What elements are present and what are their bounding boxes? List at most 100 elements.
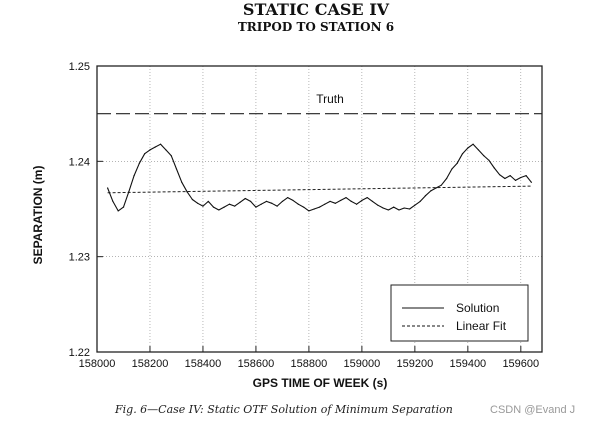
solution-point [175,168,178,170]
solution-point [499,174,501,176]
solution-point [403,207,405,209]
solution-point [149,149,151,151]
axis-ticks: 158000 158200 158400 158600 158800 159000 1592… [69,61,540,370]
solution-point [122,206,125,208]
chart-subtitle: TRIPOD TO STATION 6 [238,20,394,34]
solution-point [281,200,284,202]
solution-point [361,199,363,202]
plot-frame [96,65,543,353]
solution-point [350,200,352,202]
figure-caption: Fig. 6—Case IV: Static OTF Solution of M… [114,403,453,416]
legend-box [390,284,529,342]
solution-point [419,200,421,202]
x-tick-label: 158400 [185,358,222,370]
solution-point [525,175,527,177]
solution-point [106,187,109,189]
solution-point [244,197,246,200]
solution-point [456,162,458,164]
solution-point [207,200,209,202]
solution-point [472,143,474,145]
solution-point [260,203,262,205]
solution-point [165,149,167,151]
solution-point [292,199,294,202]
y-tick-label: 1.24 [69,156,90,168]
linear-fit-line [107,185,532,194]
solution-point [430,190,432,192]
solution-point [382,207,384,209]
solution-point [477,149,480,151]
plot-series [97,113,542,212]
solution-point [276,205,278,207]
solution-point [138,162,140,164]
solution-point [371,200,374,202]
x-tick-label: 158000 [79,358,116,370]
solution-point [191,198,193,201]
y-axis-label: SEPARATION (m) [31,166,45,265]
solution-point [493,167,495,169]
solution-point [435,187,437,189]
solution-point [112,200,114,202]
solution-point [154,146,156,148]
solution-point [250,200,252,202]
solution-point [239,201,241,203]
solution-point [377,204,379,206]
solution-point [440,184,442,186]
solution-point [303,206,305,208]
x-tick-label: 158600 [238,358,275,370]
solution-point [329,200,331,202]
x-tick-label: 158800 [291,358,328,370]
solution-point [483,155,485,157]
solution-point [509,175,511,177]
solution-point [287,196,289,199]
solution-point [318,206,321,208]
chart-title: STATIC CASE IV [243,0,390,19]
solution-point [170,155,172,157]
solution-point [297,203,299,205]
solution-point [355,203,358,205]
solution-point [234,205,236,207]
x-tick-label: 158200 [132,358,169,370]
solution-point [340,199,342,202]
legend-linear-fit-label: Linear Fit [456,319,507,333]
x-tick-label: 159400 [449,358,486,370]
solution-point [334,202,336,204]
solution-point [514,179,517,181]
solution-point [128,191,130,193]
solution-point [414,204,416,206]
x-axis-label: GPS TIME OF WEEK (s) [253,376,388,390]
solution-point [212,206,215,208]
solution-point [228,203,231,205]
solution-point [186,191,188,193]
solution-point [520,176,522,179]
x-tick-label: 159600 [502,358,539,370]
solution-point [467,147,469,149]
solution-point [144,153,146,155]
solution-point [408,208,411,210]
truth-label: Truth [316,92,344,106]
x-tick-label: 159200 [396,358,433,370]
solution-point [223,206,225,208]
solution-point [345,196,347,199]
solution-point [488,159,490,161]
solution-point [398,209,400,211]
legend: Solution Linear Fit [390,284,529,342]
solution-point [133,175,135,177]
solution-point [117,210,119,212]
solution-point [181,181,183,183]
solution-point [461,153,464,155]
solution-point [530,181,533,183]
solution-point [424,195,427,197]
solution-point [159,143,162,145]
solution-point [218,209,220,211]
solution-point [265,200,268,202]
solution-point [308,210,310,212]
solution-point [197,202,199,204]
solution-point [446,177,448,180]
y-tick-label: 1.22 [69,347,90,359]
solution-point [202,205,204,207]
solution-point [393,206,395,208]
solution-point [451,168,453,170]
solution-point [387,209,389,211]
watermark: CSDN @Evand J [490,404,575,416]
